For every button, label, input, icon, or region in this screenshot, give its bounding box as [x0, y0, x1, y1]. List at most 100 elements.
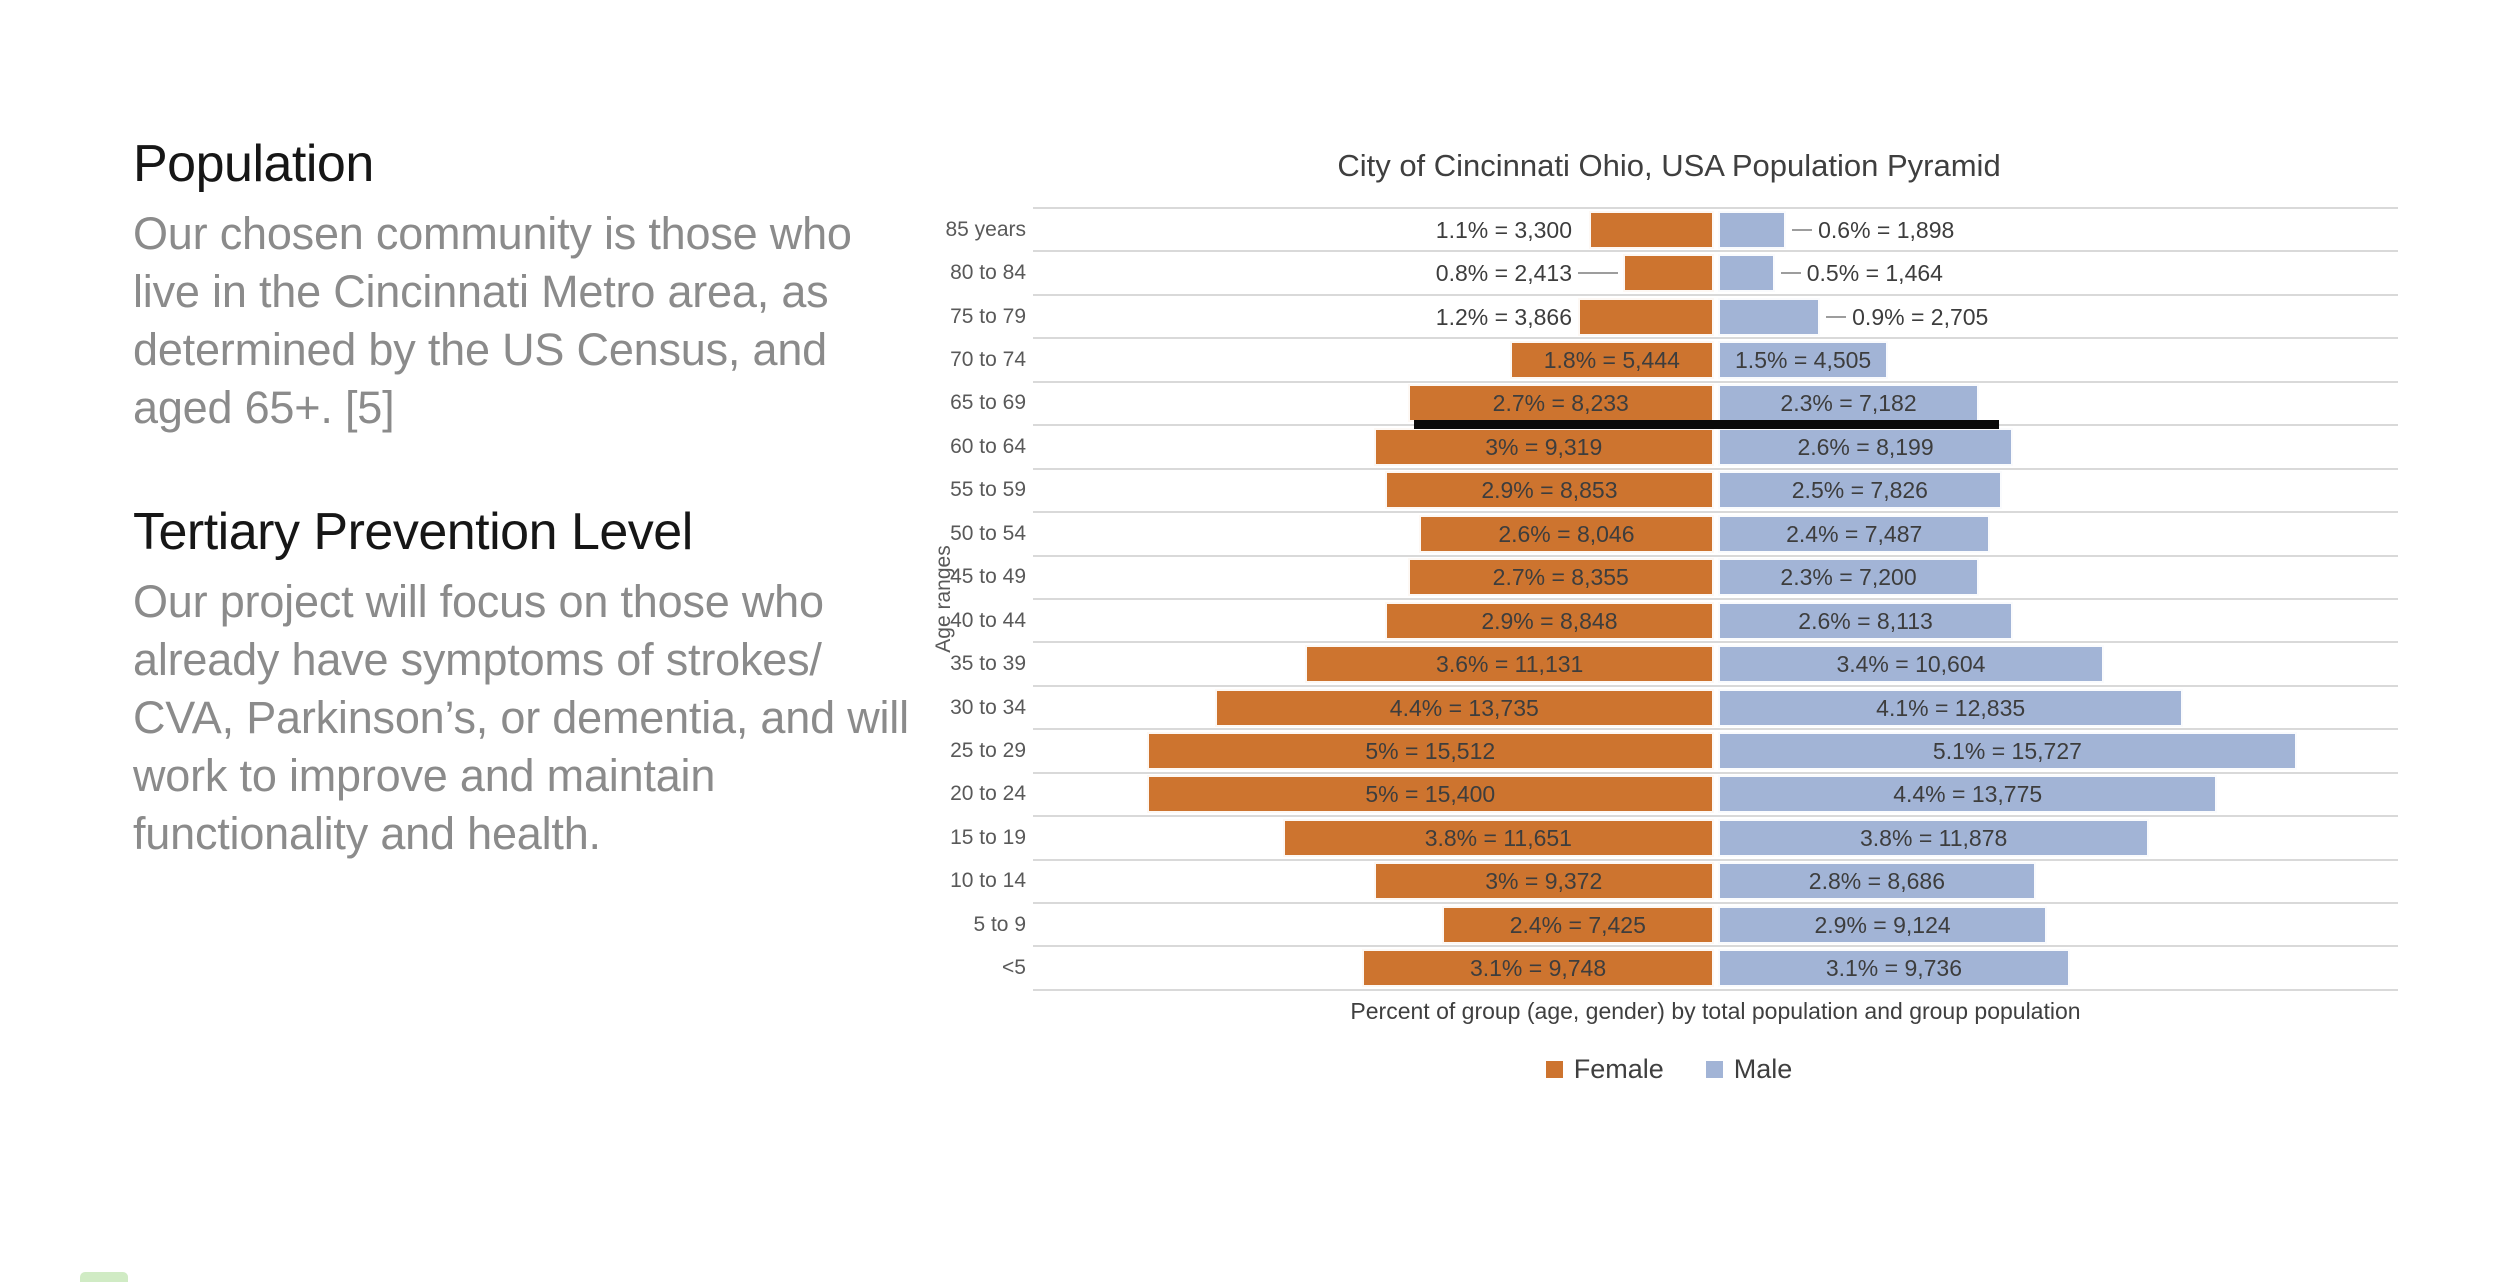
section-heading-tertiary-prevention: Tertiary Prevention Level — [133, 503, 693, 561]
age-tick-label: 25 to 29 — [950, 739, 1026, 762]
male-label-leader-line — [1780, 272, 1801, 275]
gridline — [1033, 684, 2398, 687]
bar-female-60 to 64 — [1373, 427, 1714, 466]
male-label-leader-line — [1826, 315, 1847, 318]
bar-label-female: 2.6% = 8,046 — [1498, 520, 1635, 547]
bar-male-70 to 74 — [1718, 341, 1889, 380]
female-label-leader-line — [1578, 272, 1619, 275]
age-tick-label: 10 to 14 — [950, 869, 1026, 893]
bar-female-50 to 54 — [1418, 514, 1714, 553]
bar-label-female: 2.9% = 8,853 — [1481, 477, 1618, 504]
chart-title: City of Cincinnati Ohio, USA Population … — [1337, 148, 2001, 183]
bar-male-55 to 59 — [1718, 471, 2002, 510]
gridline — [1033, 207, 2398, 209]
gridline — [1033, 641, 2398, 644]
age-tick-label: 35 to 39 — [950, 652, 1026, 676]
gridline — [1033, 988, 2398, 991]
bar-label-female: 0.8% = 2,413 — [1435, 260, 1572, 287]
gridline — [1033, 945, 2398, 948]
bar-label-male: 0.9% = 2,705 — [1852, 303, 1989, 330]
age-tick-label: 80 to 84 — [950, 261, 1026, 285]
bar-label-male: 2.8% = 8,686 — [1808, 868, 1945, 895]
bar-label-male: 2.4% = 7,487 — [1786, 520, 1923, 547]
gridline — [1033, 728, 2398, 731]
age-tick-label: 75 to 79 — [950, 304, 1026, 328]
section-heading-population: Population — [133, 135, 374, 193]
bar-label-male: 2.6% = 8,199 — [1797, 433, 1934, 460]
bar-label-male: 5.1% = 15,727 — [1932, 738, 2082, 764]
gridline — [1033, 554, 2398, 557]
bar-label-female: 3.1% = 9,748 — [1469, 955, 1607, 982]
bar-male-50 to 54 — [1718, 514, 1991, 553]
gridline — [1033, 902, 2398, 905]
legend-item-female: Female — [1545, 1054, 1664, 1085]
bar-male-45 to 49 — [1718, 558, 1980, 597]
bar-male-<5 — [1718, 949, 2070, 988]
bar-label-male: 3.1% = 9,736 — [1825, 955, 1963, 982]
bar-label-female: 4.4% = 13,735 — [1389, 694, 1539, 721]
bar-label-male: 4.4% = 13,775 — [1893, 781, 2043, 808]
bar-male-5 to 9 — [1718, 905, 2048, 944]
bar-male-75 to 79 — [1718, 297, 1821, 336]
age-tick-label: 45 to 49 — [950, 565, 1026, 589]
gridline — [1033, 293, 2398, 296]
bar-label-female: 2.9% = 8,848 — [1481, 607, 1618, 634]
age-tick-label: 5 to 9 — [973, 912, 1026, 936]
gridline — [1033, 380, 2398, 383]
age-tick-label: 55 to 59 — [950, 478, 1026, 502]
bar-label-female: 2.7% = 8,233 — [1492, 390, 1629, 417]
bar-label-female: 3.6% = 11,131 — [1436, 651, 1584, 678]
legend-label-female: Female — [1573, 1054, 1664, 1084]
legend-item-male: Male — [1705, 1054, 1793, 1085]
bar-female-15 to 19 — [1282, 818, 1714, 857]
bar-label-male: 0.5% = 1,464 — [1806, 260, 1943, 287]
legend-label-male: Male — [1733, 1054, 1793, 1084]
bar-male-20 to 24 — [1718, 775, 2218, 814]
bar-female-55 to 59 — [1384, 471, 1714, 510]
bar-male-30 to 34 — [1718, 688, 2184, 727]
bar-label-female: 5% = 15,512 — [1365, 738, 1496, 764]
bar-female-35 to 39 — [1305, 645, 1714, 684]
bar-female-65 to 69 — [1407, 384, 1714, 423]
age-65-plus-annotation-line — [1413, 420, 2000, 430]
age-tick-label: 15 to 19 — [950, 825, 1026, 849]
bar-male-15 to 19 — [1718, 818, 2150, 857]
bar-female-70 to 74 — [1509, 341, 1714, 380]
bar-female-45 to 49 — [1407, 558, 1714, 597]
bar-male-80 to 84 — [1718, 254, 1775, 293]
bar-label-male: 4.1% = 12,835 — [1876, 694, 2026, 721]
gridline — [1033, 337, 2398, 340]
bar-female-40 to 44 — [1384, 601, 1714, 640]
green-ui-fragment — [80, 1272, 128, 1282]
bar-label-female: 2.4% = 7,425 — [1509, 911, 1646, 938]
bar-label-male: 2.3% = 7,182 — [1780, 390, 1917, 417]
gridline — [1033, 511, 2398, 514]
bar-label-male: 1.5% = 4,505 — [1735, 347, 1872, 374]
section-body-population: Our chosen community is those who live i… — [133, 208, 852, 433]
bar-label-female: 3.8% = 11,651 — [1424, 824, 1572, 851]
bar-female-80 to 84 — [1623, 254, 1714, 293]
bar-label-female: 3% = 9,372 — [1485, 868, 1603, 895]
bar-label-female: 1.2% = 3,866 — [1435, 303, 1572, 330]
bar-label-female: 1.8% = 5,444 — [1543, 347, 1680, 374]
gridline — [1033, 597, 2398, 600]
bar-label-female: 2.7% = 8,355 — [1492, 564, 1629, 591]
bar-male-10 to 14 — [1718, 862, 2036, 901]
bar-female-85 years — [1589, 210, 1714, 249]
bar-female-25 to 29 — [1146, 732, 1714, 770]
bar-label-female: 5% = 15,400 — [1365, 781, 1496, 808]
x-axis-label: Percent of group (age, gender) by total … — [1350, 998, 2081, 1024]
bar-label-female: 1.1% = 3,300 — [1435, 216, 1572, 243]
bar-label-male: 2.9% = 9,124 — [1814, 911, 1951, 938]
bar-label-female: 3% = 9,319 — [1485, 433, 1603, 460]
gridline — [1033, 250, 2398, 253]
male-label-leader-line — [1792, 228, 1813, 231]
bar-label-male: 3.8% = 11,878 — [1860, 824, 2008, 851]
age-tick-label: 30 to 34 — [950, 695, 1026, 719]
bar-label-male: 0.6% = 1,898 — [1818, 216, 1955, 243]
bar-male-25 to 29 — [1718, 732, 2297, 770]
age-tick-label: 70 to 74 — [950, 348, 1026, 372]
bar-label-male: 2.5% = 7,826 — [1791, 477, 1928, 504]
bar-female-5 to 9 — [1441, 905, 1714, 944]
